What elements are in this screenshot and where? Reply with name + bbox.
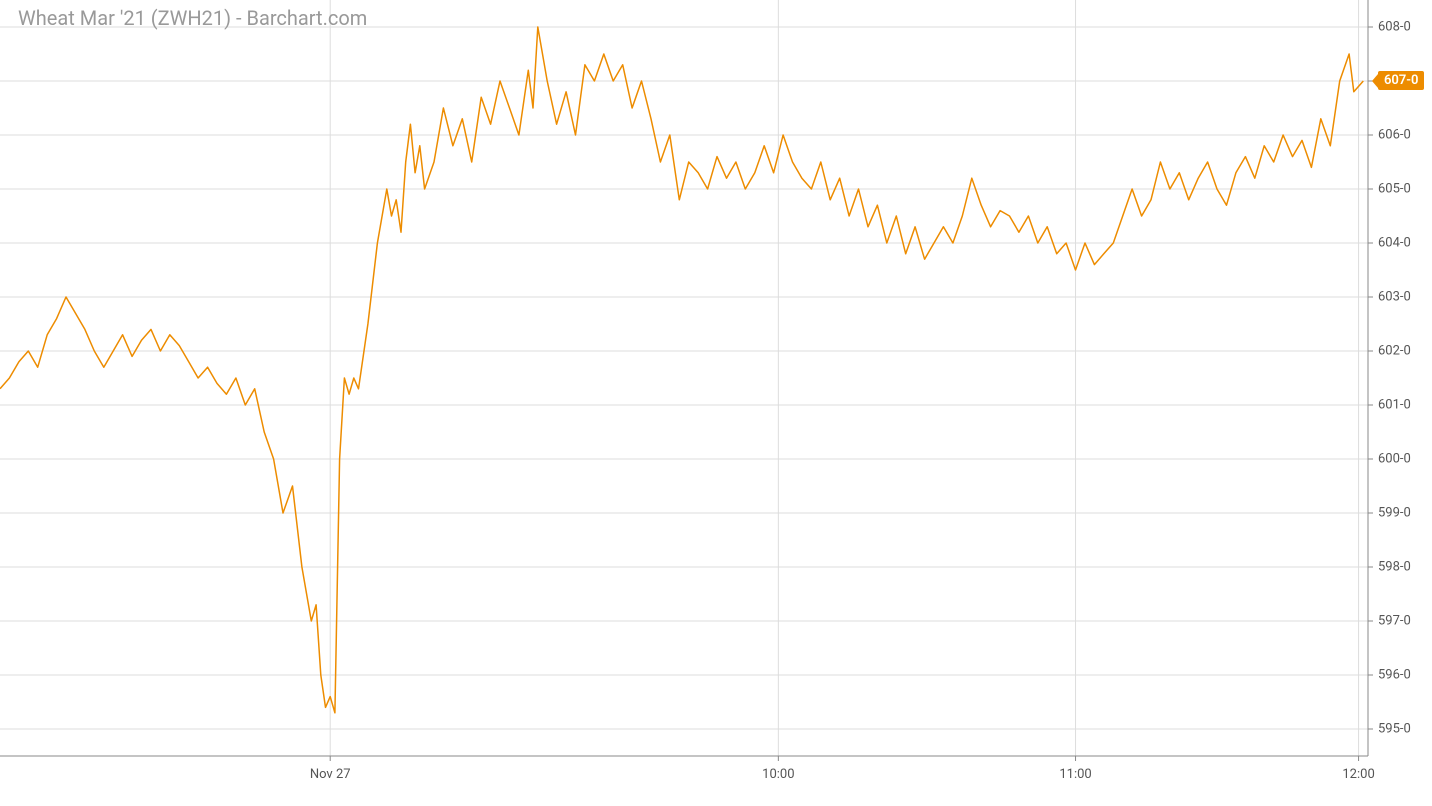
svg-text:602-0: 602-0 [1378,343,1411,358]
svg-text:Nov 27: Nov 27 [310,767,351,782]
price-chart[interactable]: Wheat Mar '21 (ZWH21) - Barchart.com 595… [0,0,1432,806]
svg-text:10:00: 10:00 [762,767,794,782]
last-price-badge: 607-0 [1378,71,1424,90]
svg-text:599-0: 599-0 [1378,505,1411,520]
chart-svg: 595-0 596-0 597-0 598-0 599-0 600-0 601-0 602-0… [0,0,1432,806]
svg-text:596-0: 596-0 [1378,667,1411,682]
svg-text:605-0: 605-0 [1378,181,1411,196]
last-price-value: 607-0 [1384,73,1418,88]
chart-title: Wheat Mar '21 (ZWH21) - Barchart.com [18,6,367,30]
svg-text:595-0: 595-0 [1378,721,1411,736]
svg-text:600-0: 600-0 [1378,451,1411,466]
svg-text:601-0: 601-0 [1378,397,1411,412]
svg-text:604-0: 604-0 [1378,235,1411,250]
svg-text:598-0: 598-0 [1378,559,1411,574]
svg-text:12:00: 12:00 [1342,767,1374,782]
svg-text:603-0: 603-0 [1378,289,1411,304]
svg-text:606-0: 606-0 [1378,127,1411,142]
svg-text:608-0: 608-0 [1378,19,1411,34]
svg-text:11:00: 11:00 [1059,767,1091,782]
svg-text:597-0: 597-0 [1378,613,1411,628]
